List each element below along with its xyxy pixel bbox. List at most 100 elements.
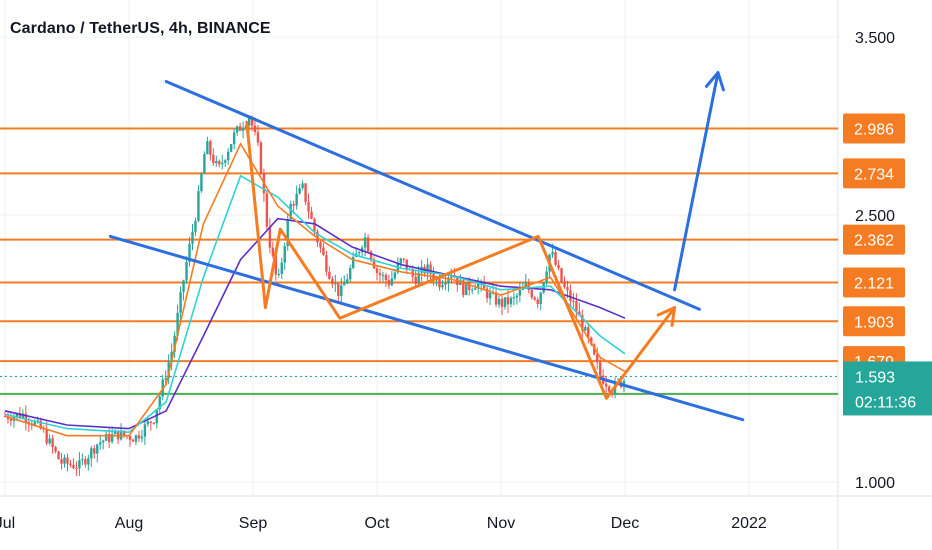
candle-body: [96, 444, 99, 454]
candle-body: [319, 242, 322, 248]
x-tick-label: Oct: [365, 515, 390, 532]
candle-body: [399, 258, 403, 264]
candle-body: [66, 457, 69, 464]
candle-body: [539, 292, 542, 305]
candle-body: [530, 290, 533, 298]
candle-body: [78, 460, 81, 469]
candle-body: [87, 458, 90, 465]
candle-body: [191, 231, 194, 244]
candle-body: [322, 247, 325, 256]
candle-body: [384, 274, 388, 281]
candle-body: [75, 468, 78, 470]
candle-body: [185, 262, 188, 281]
x-tick-label: Sep: [239, 515, 268, 532]
candle-body: [143, 424, 147, 437]
candle-body: [578, 311, 581, 316]
candle-body: [206, 141, 209, 155]
candle-body: [566, 287, 569, 291]
trendline-drawing: [108, 234, 745, 422]
candle-body: [450, 275, 453, 278]
candle-body: [533, 297, 536, 300]
candle-body: [158, 396, 161, 410]
price-tag-box: [843, 224, 905, 255]
candle-body: [24, 413, 28, 422]
candle-body: [596, 354, 599, 363]
candle-body: [27, 421, 31, 424]
candle-body: [122, 430, 126, 436]
candle-body: [277, 274, 280, 276]
candle-body: [518, 289, 522, 296]
candle-body: [474, 288, 477, 290]
candle-body: [485, 288, 489, 299]
candle-body: [509, 297, 513, 305]
candle-body: [607, 386, 611, 392]
candle-body: [227, 151, 230, 161]
candle-body: [378, 273, 382, 276]
candle-body: [21, 413, 25, 419]
candle-body: [369, 251, 373, 260]
candle-body: [334, 283, 337, 285]
candle-body: [146, 421, 150, 425]
candle-body: [524, 282, 527, 288]
candle-body: [104, 433, 108, 441]
candle-body: [337, 283, 340, 297]
price-tags: 2.9862.7342.3622.1211.9031.6791.4951.593…: [843, 113, 932, 416]
candle-body: [292, 204, 295, 206]
candle-body: [569, 290, 572, 301]
candle-body: [325, 255, 328, 272]
price-tag-box: [843, 158, 905, 189]
candle-body: [462, 280, 465, 296]
candle-body: [471, 289, 474, 291]
candle-body: [500, 298, 504, 307]
candle-body: [575, 301, 578, 312]
moving-average-line: [4, 217, 626, 430]
candle-body: [599, 362, 602, 376]
x-axis: Jul Aug Sep Oct Nov Dec 2022: [0, 515, 767, 532]
candle-body: [54, 447, 57, 452]
candle-body: [203, 154, 206, 174]
candle-body: [113, 430, 117, 435]
candle-body: [295, 193, 298, 206]
candle-body: [387, 280, 391, 286]
candle-body: [9, 419, 13, 421]
candle-body: [238, 126, 242, 131]
candle-body: [468, 282, 471, 291]
candle-body: [256, 131, 260, 143]
candle-body: [310, 211, 313, 219]
candle-body: [268, 226, 272, 248]
price-tag-label: 2.986: [854, 121, 894, 138]
candle-body: [304, 183, 307, 203]
chart-title: Cardano / TetherUS, 4h, BINANCE: [10, 20, 271, 37]
candle-body: [93, 448, 96, 454]
candle-body: [271, 247, 275, 256]
candle-body: [298, 188, 301, 194]
candle-body: [241, 128, 245, 131]
candle-body: [545, 271, 548, 283]
candle-body: [289, 204, 292, 220]
candle-body: [301, 183, 304, 189]
candle-body: [447, 277, 450, 284]
candle-body: [328, 271, 331, 279]
x-tick-label: 2022: [731, 515, 767, 532]
candle-body: [343, 283, 346, 286]
candle-body: [429, 264, 432, 275]
candle-body: [563, 282, 566, 288]
candle-body: [506, 297, 510, 305]
candle-body: [134, 435, 138, 442]
candle-body: [283, 246, 286, 263]
candle-body: [18, 413, 22, 419]
y-tick-label: 3.500: [855, 30, 895, 47]
price-tag-label: 2.734: [854, 166, 894, 183]
price-tag-box: [843, 113, 905, 144]
candle-body: [584, 327, 587, 331]
candle-body: [581, 315, 584, 331]
candle-body: [590, 337, 593, 345]
candle-body: [375, 268, 379, 274]
candle-body: [215, 161, 218, 164]
candle-body: [331, 278, 334, 285]
price-tag-box: [843, 306, 905, 337]
candle-body: [164, 378, 167, 380]
candle-body: [72, 464, 75, 469]
